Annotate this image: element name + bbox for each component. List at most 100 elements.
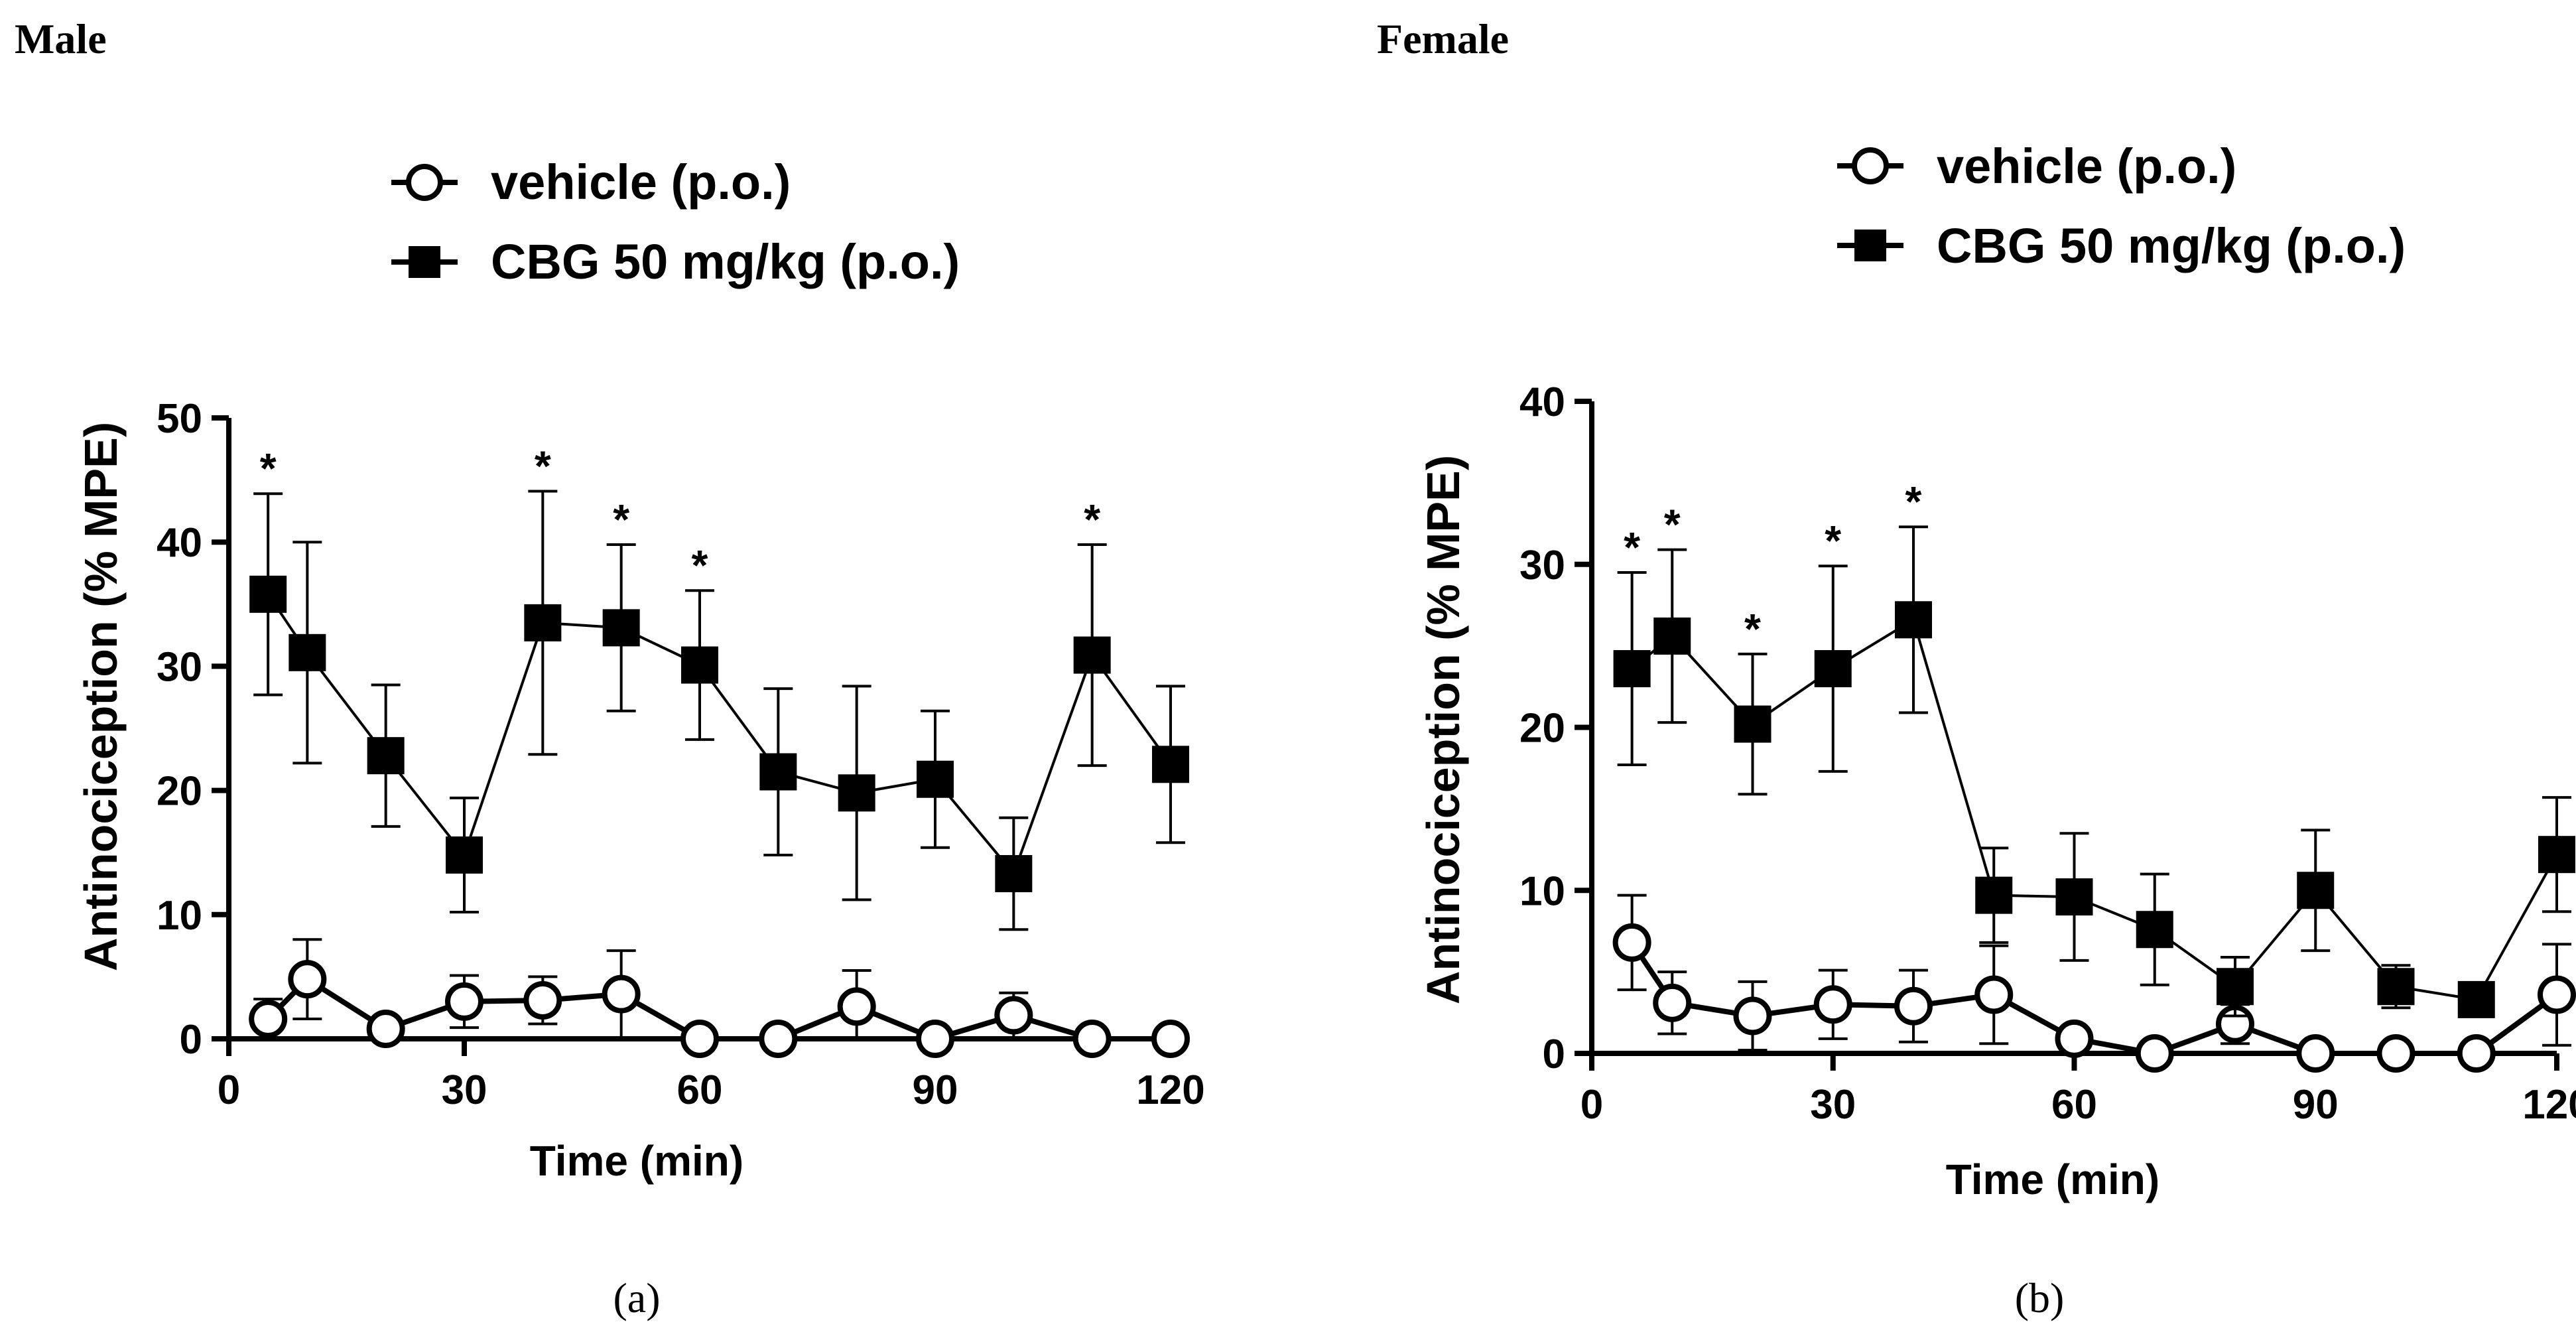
- panel-a-x-tick-label: 30: [442, 1067, 487, 1113]
- panel-b-plot: 0 10 20 30 40 0 30 60 90 120 * * * * *: [1519, 379, 2576, 1128]
- panel-b-y-tick-label: 40: [1519, 379, 1565, 425]
- panel-a-vehicle-point: [1151, 1020, 1190, 1058]
- panel-b-cbg-point: [2457, 980, 2495, 1018]
- panel-a-cbg-point: [995, 855, 1033, 893]
- panel-a-plot: 0 10 20 30 40 50 0 30 60 90 120 * * * * *: [157, 396, 1205, 1113]
- panel-a-cbg-point: [249, 575, 287, 613]
- panel-b-title: Female: [1377, 15, 1509, 62]
- panel-a-x-tick-label: 90: [913, 1067, 958, 1113]
- panel-b-legend: vehicle (p.o.) CBG 50 mg/kg (p.o.): [1837, 139, 2406, 273]
- panel-b-significance-star: *: [1664, 501, 1681, 549]
- panel-b-cbg-point: [1613, 650, 1651, 688]
- panel-a-cbg-point: [838, 774, 875, 812]
- panel-a-y-tick-label: 10: [157, 893, 202, 939]
- panel-a-vehicle-point: [837, 987, 876, 1026]
- panel-b-cbg-point: [2136, 911, 2173, 949]
- panel-a-x-axis-label: Time (min): [530, 1137, 743, 1185]
- panel-a-cbg-point: [446, 836, 483, 874]
- legend-a-cbg-label: CBG 50 mg/kg (p.o.): [491, 234, 960, 289]
- panel-a-y-tick-label: 40: [157, 520, 202, 566]
- legend-a-vehicle-marker: [406, 164, 443, 201]
- panel-a-y-tick-label: 20: [157, 769, 202, 815]
- panel-b-vehicle-point: [1612, 923, 1651, 962]
- panel-a-title: Male: [15, 15, 107, 62]
- panel-b-y-tick-label: 30: [1519, 543, 1565, 588]
- panel-a-significance-star: *: [260, 444, 277, 492]
- panel-b-x-tick-label: 120: [2522, 1082, 2576, 1128]
- legend-b-vehicle-label: vehicle (p.o.): [1937, 139, 2236, 194]
- panel-b-cbg-point: [1895, 601, 1932, 639]
- panel-b-vehicle-point: [2376, 1034, 2415, 1073]
- panel-b-vehicle-point: [1894, 986, 1933, 1026]
- panel-a-vehicle-point: [445, 982, 483, 1021]
- panel-a-cbg-point: [1152, 746, 1189, 783]
- panel-a-x-tick-label: 120: [1136, 1067, 1204, 1113]
- panel-b-cbg-point: [2377, 968, 2415, 1006]
- panel-b-cbg-point: [2538, 836, 2575, 874]
- panel-b-vehicle-point: [2055, 1019, 2094, 1058]
- panel-b-cbg-point: [1814, 650, 1852, 688]
- panel-a-vehicle-point: [994, 996, 1033, 1035]
- panel-a-cbg-point: [602, 609, 640, 647]
- panel-b-significance-star: *: [1744, 605, 1761, 653]
- panel-a-vehicle-point: [759, 1020, 798, 1058]
- panel-a-x-tick-label: 60: [677, 1067, 723, 1113]
- legend-a-vehicle-label: vehicle (p.o.): [491, 155, 791, 210]
- panel-b-vehicle-point: [2296, 1034, 2335, 1073]
- panel-b-vehicle-point: [2538, 975, 2576, 1014]
- panel-a-vehicle-point: [249, 1000, 288, 1039]
- panel-b-y-axis-label: Antinociception (% MPE): [1417, 455, 1469, 1004]
- panel-a-vehicle-point: [680, 1020, 719, 1058]
- panel-b-x-axis-label: Time (min): [1946, 1156, 2159, 1203]
- panel-b-vehicle-point: [2135, 1034, 2174, 1073]
- panel-b-cbg-point: [2055, 878, 2093, 916]
- panel-b-cbg-point: [1653, 617, 1691, 655]
- panel-b-series-cbg-line: [1631, 618, 2558, 1001]
- panel-b-cbg-point: [1734, 705, 1771, 743]
- panel-a-series-cbg-line: [267, 593, 1172, 876]
- panel-b-vehicle-point: [1733, 996, 1772, 1035]
- legend-a-cbg-marker: [409, 246, 440, 278]
- panel-a-cbg-point: [524, 604, 562, 641]
- panel-a-caption: (a): [613, 1274, 660, 1321]
- panel-b-x-tick-label: 90: [2293, 1082, 2339, 1128]
- panel-a-cbg-point: [759, 753, 797, 791]
- panel-b-y-tick-label: 10: [1519, 868, 1565, 914]
- panel-a-vehicle-point: [602, 974, 641, 1014]
- panel-b-cbg-point: [1975, 876, 2013, 914]
- panel-a-cbg-point: [289, 634, 326, 671]
- panel-b-caption: (b): [2015, 1274, 2065, 1321]
- legend-b-cbg-marker: [1854, 230, 1886, 261]
- panel-b-significance-star: *: [1905, 478, 1922, 525]
- panel-a-y-tick-label: 30: [157, 644, 202, 690]
- panel-a-vehicle-point: [366, 1010, 405, 1049]
- panel-a-y-axis-label: Antinociception (% MPE): [75, 422, 127, 971]
- panel-a-significance-star: *: [1084, 496, 1100, 543]
- panel-b-cbg-point: [2217, 968, 2254, 1006]
- panel-b-significance-star: *: [1624, 523, 1640, 571]
- panel-a-cbg-point: [681, 646, 718, 684]
- panel-a-x-tick-label: 0: [218, 1067, 240, 1113]
- panel-b-y-tick-label: 20: [1519, 706, 1565, 752]
- legend-b-cbg-label: CBG 50 mg/kg (p.o.): [1937, 218, 2406, 273]
- panel-b-vehicle-point: [1653, 983, 1692, 1022]
- panel-a-significance-star: *: [692, 541, 708, 589]
- panel-b-x-tick-label: 60: [2051, 1082, 2097, 1128]
- panel-b-vehicle-point: [1974, 975, 2014, 1014]
- panel-a-y-tick-label: 50: [157, 396, 202, 442]
- panel-a-cbg-point: [917, 760, 954, 798]
- panel-b-vehicle-point: [1813, 985, 1852, 1024]
- panel-b-x-tick-label: 0: [1580, 1082, 1603, 1128]
- panel-b-vehicle-point: [2457, 1034, 2496, 1073]
- panel-a-significance-star: *: [613, 496, 629, 543]
- panel-b-cbg-point: [2297, 872, 2335, 909]
- panel-a-vehicle-point: [916, 1020, 954, 1058]
- panel-a-y-tick-label: 0: [180, 1017, 202, 1063]
- panel-a-vehicle-point: [288, 960, 327, 999]
- panel-b-series-vehicle-line: [1630, 941, 2559, 1056]
- panel-b-y-tick-label: 0: [1543, 1032, 1565, 1077]
- panel-a-vehicle-point: [1072, 1020, 1112, 1058]
- panel-a-significance-star: *: [535, 442, 551, 490]
- panel-b-x-tick-label: 30: [1810, 1082, 1856, 1128]
